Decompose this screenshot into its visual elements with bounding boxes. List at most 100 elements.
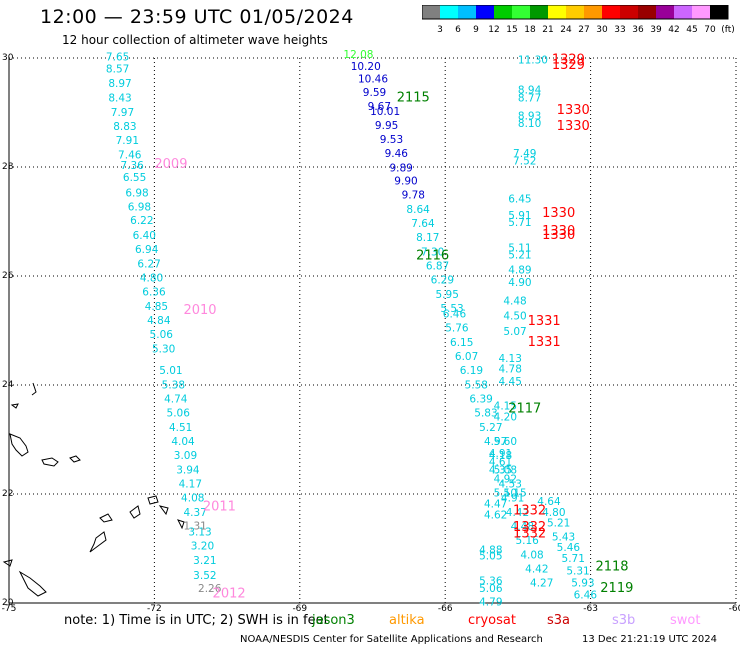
color-bar-tick-label: 21 — [542, 25, 553, 35]
wave-height-value: 9.89 — [389, 162, 412, 174]
wave-height-value: 6.45 — [508, 193, 531, 205]
island-outline — [41, 457, 59, 467]
wave-height-value: 11.30 — [518, 54, 548, 66]
wave-height-value: 8.93 — [518, 111, 541, 123]
wave-height-value: 5.21 — [547, 518, 570, 530]
pass-number-label: 2010 — [183, 303, 216, 318]
wave-height-value: 6.46 — [443, 308, 467, 320]
wave-height-value: 5.11 — [508, 242, 531, 254]
wave-height-value: 4.35 — [489, 464, 512, 476]
color-swatch — [422, 5, 440, 19]
y-tick-label: 30 — [2, 53, 14, 63]
wave-height-value: 5.60 — [494, 436, 517, 448]
wave-height-value: 8.10 — [518, 118, 541, 130]
wave-height-value: 6.55 — [123, 172, 146, 184]
wave-height-value: 4.78 — [499, 363, 522, 375]
wave-height-value: 1.31 — [183, 520, 206, 532]
wave-height-value: 12.08 — [343, 49, 373, 61]
pass-number-label: 2117 — [508, 401, 541, 416]
wave-height-value: 4.50 — [503, 311, 526, 323]
color-bar-tick-label: 27 — [578, 25, 589, 35]
pass-number-label: 2012 — [213, 587, 246, 602]
wave-height-value: 5.01 — [159, 365, 182, 377]
island-outline — [31, 382, 37, 396]
wave-height-value: 5.08 — [494, 464, 517, 476]
y-tick-label: 22 — [2, 489, 13, 499]
wave-height-value: 3.94 — [176, 464, 200, 476]
wave-height-value: 4.08 — [520, 549, 543, 561]
color-swatch — [548, 5, 566, 19]
coastline — [2, 382, 185, 597]
wave-height-value: 7.91 — [116, 135, 139, 147]
wave-height-value: 4.91 — [489, 448, 512, 460]
color-swatch — [710, 5, 728, 19]
wave-height-value: 8.94 — [518, 84, 542, 96]
satellite-label-s3a: s3a — [547, 613, 571, 628]
wave-height-value: 4.90 — [508, 277, 531, 289]
source-credit: NOAA/NESDIS Center for Satellite Applica… — [240, 634, 543, 645]
color-bar-tick-label: 24 — [560, 25, 572, 35]
wave-height-value: 6.40 — [133, 230, 156, 242]
wave-height-value: 6.87 — [426, 260, 449, 272]
pass-number-label: 2009 — [154, 157, 187, 172]
wave-height-value: 2.26 — [198, 583, 222, 595]
wave-height-value: 9.53 — [380, 134, 403, 146]
wave-height-value: 9.46 — [385, 148, 409, 160]
wave-height-value: 4.53 — [499, 478, 522, 490]
wave-height-value: 5.07 — [503, 326, 526, 338]
y-tick-label: 28 — [2, 162, 14, 172]
page-title: 12:00 — 23:59 UTC 01/05/2024 — [40, 6, 354, 28]
pass-number-label: 2119 — [600, 581, 633, 596]
pass-number-label: 2116 — [416, 249, 449, 264]
wave-height-value: 4.04 — [171, 436, 195, 448]
color-bar-tick-label: 6 — [455, 25, 461, 35]
wave-height-value: 4.79 — [479, 597, 502, 609]
wave-height-value: 8.43 — [108, 93, 131, 105]
wave-height-value: 5.10 — [494, 488, 517, 500]
color-swatch — [692, 5, 710, 19]
wave-height-value: 10.20 — [351, 61, 381, 73]
wave-height-value: 5.53 — [440, 303, 463, 315]
wave-height-value: 6.46 — [574, 590, 598, 602]
wave-height-value: 4.47 — [484, 499, 507, 511]
wave-height-value: 7.49 — [513, 148, 536, 160]
wave-height-value: 8.97 — [108, 78, 131, 90]
wave-height-value: 4.42 — [525, 563, 548, 575]
wave-height-value: 8.17 — [416, 232, 439, 244]
color-swatch — [530, 5, 548, 19]
color-scale-legend: 3 6 9 12 15 18 21 24 27 30 33 36 39 42 45 70 (ft) — [422, 5, 735, 35]
color-bar-tick-label: 18 — [524, 25, 536, 35]
color-bar-tick-label: 12 — [488, 25, 499, 35]
color-swatch — [638, 5, 656, 19]
satellite-label-altika: altika — [389, 613, 425, 628]
wave-height-value: 6.07 — [455, 351, 478, 363]
color-bar-tick-label: 33 — [614, 25, 625, 35]
pass-number-label: 2118 — [595, 559, 628, 574]
wave-height-value: 5.16 — [515, 535, 539, 547]
wave-height-value: 5.27 — [479, 422, 502, 434]
color-swatch — [674, 5, 692, 19]
wave-height-value: 5.83 — [474, 408, 497, 420]
island-outline — [69, 455, 81, 463]
pass-number-label: 1329 — [552, 58, 585, 73]
wave-height-value: 10.01 — [370, 106, 400, 118]
wave-height-value: 5.38 — [162, 379, 185, 391]
pass-number-label: 1332 — [513, 520, 546, 535]
wave-height-value: 5.43 — [552, 531, 575, 543]
color-bar-tick-label: (ft) — [721, 25, 735, 35]
generated-timestamp: 13 Dec 21:21:19 UTC 2024 — [582, 634, 717, 645]
wave-height-value: 3.21 — [193, 555, 216, 567]
wave-height-value: 6.29 — [431, 275, 454, 287]
wave-height-value: 4.84 — [147, 315, 171, 327]
wave-height-value: 6.39 — [469, 393, 492, 405]
wave-height-value: 4.08 — [181, 493, 204, 505]
wave-height-value: 4.48 — [503, 295, 526, 307]
wave-height-value: 7.36 — [120, 160, 144, 172]
wave-height-value: 5.06 — [479, 583, 503, 595]
wave-height-value: 4.20 — [494, 411, 517, 423]
wave-height-value: 3.52 — [193, 570, 216, 582]
x-tick-label: -69 — [292, 604, 307, 614]
wave-height-value: 5.06 — [150, 329, 174, 341]
island-outline — [177, 519, 185, 530]
wave-height-value: 6.36 — [142, 287, 166, 299]
